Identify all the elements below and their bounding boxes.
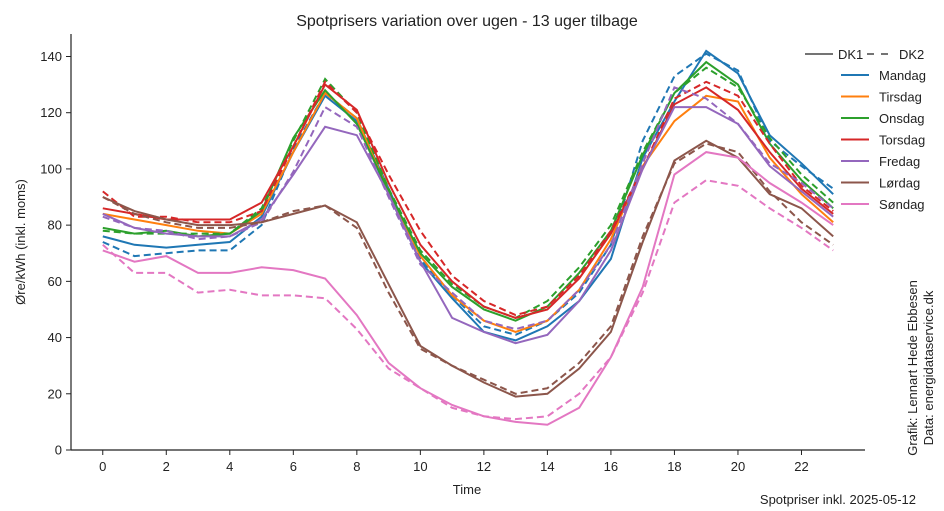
series-line-onsdag-dk1	[102, 60, 834, 322]
plot-area	[102, 49, 834, 426]
y-tick-label: 0	[55, 443, 62, 458]
legend-label-dk1: DK1	[838, 47, 863, 62]
y-ticks: 0 20 40 60 80 100 120 140	[40, 49, 71, 458]
series-line-torsdag-dk2	[102, 80, 834, 317]
series-line-lordag-dk1	[102, 139, 834, 398]
series-line-lordag-dk2	[102, 142, 834, 395]
legend-label-dk2: DK2	[899, 47, 924, 62]
credit-source: Data: energidataservice.dk	[921, 290, 936, 445]
y-tick-label: 40	[48, 330, 62, 345]
x-tick-label: 10	[413, 459, 427, 474]
legend-label-onsdag: Onsdag	[879, 111, 925, 126]
footer-note: Spotpriser inkl. 2025-05-12	[760, 492, 916, 507]
x-tick-label: 16	[604, 459, 618, 474]
y-axis-label: Øre/kWh (inkl. moms)	[13, 179, 28, 305]
x-tick-label: 12	[477, 459, 491, 474]
y-tick-label: 140	[40, 49, 62, 64]
series-line-sondag-dk2	[102, 179, 834, 421]
y-tick-label: 60	[48, 274, 62, 289]
x-tick-label: 0	[99, 459, 106, 474]
x-tick-label: 6	[290, 459, 297, 474]
x-axis-label: Time	[453, 482, 481, 497]
x-tick-label: 18	[667, 459, 681, 474]
series-line-torsdag-dk1	[102, 83, 834, 319]
x-ticks: 0 2 4 6 8 10 12 14 16 18 20 22	[99, 450, 809, 474]
series-line-sondag-dk1	[102, 151, 834, 426]
legend: DK1 DK2 Mandag Tirsdag Onsdag Torsdag Fredag Lø…	[805, 47, 926, 212]
x-tick-label: 8	[353, 459, 360, 474]
y-tick-label: 100	[40, 161, 62, 176]
legend-label-tirsdag: Tirsdag	[879, 90, 922, 105]
legend-label-torsdag: Torsdag	[879, 133, 925, 148]
chart-title: Spotprisers variation over ugen - 13 uge…	[296, 13, 638, 30]
legend-label-mandag: Mandag	[879, 68, 926, 83]
credit-author: Grafik: Lennart Hede Ebbesen	[905, 280, 920, 456]
y-tick-label: 20	[48, 386, 62, 401]
x-tick-label: 4	[226, 459, 233, 474]
x-tick-label: 14	[540, 459, 554, 474]
x-tick-label: 2	[163, 459, 170, 474]
series-line-mandag-dk1	[102, 49, 834, 342]
y-tick-label: 80	[48, 218, 62, 233]
y-tick-label: 120	[40, 105, 62, 120]
series-line-fredag-dk1	[102, 106, 834, 345]
x-tick-label: 22	[794, 459, 808, 474]
legend-label-fredag: Fredag	[879, 154, 920, 169]
legend-label-sondag: Søndag	[879, 197, 925, 212]
series-line-onsdag-dk2	[102, 66, 834, 319]
legend-label-lordag: Lørdag	[879, 176, 920, 191]
x-tick-label: 20	[731, 459, 745, 474]
series-line-mandag-dk2	[102, 52, 834, 336]
axes	[70, 34, 865, 451]
